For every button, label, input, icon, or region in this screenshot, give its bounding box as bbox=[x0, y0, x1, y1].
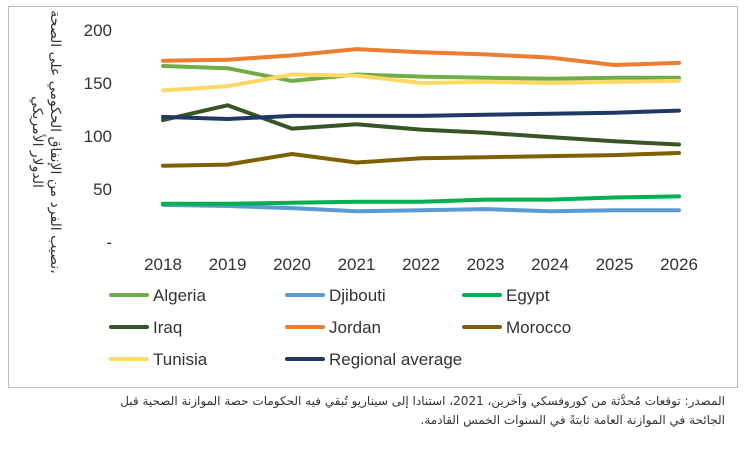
series-line-regional-average bbox=[161, 108, 681, 121]
legend-label-morocco: Morocco bbox=[506, 318, 571, 337]
legend-label-algeria: Algeria bbox=[153, 286, 206, 305]
series-line-tunisia bbox=[161, 72, 681, 93]
y-tick-label: 200 bbox=[84, 21, 112, 40]
series-lines bbox=[161, 47, 681, 214]
x-tick-label: 2024 bbox=[531, 255, 569, 274]
legend-label-jordan: Jordan bbox=[329, 318, 381, 337]
legend: Algeria Djibouti Egypt Iraq Jordan Morocco Tun… bbox=[109, 286, 571, 369]
y-tick-label: - bbox=[106, 233, 112, 252]
source-note-line-2: الجائحة في الموازنة العامة ثابتةً في الس… bbox=[420, 413, 725, 427]
chart-frame: نصيب الفرد من الإنفاق الحكومي على الصحة،… bbox=[8, 6, 738, 388]
x-tick-label: 2022 bbox=[402, 255, 440, 274]
x-tick-label: 2026 bbox=[660, 255, 698, 274]
x-axis-ticks: 2018 2019 2020 2021 2022 2023 2024 2025 2026 bbox=[144, 255, 698, 274]
series-line-iraq bbox=[161, 103, 681, 147]
y-axis-ticks: - 50 100 150 200 bbox=[84, 21, 112, 252]
y-tick-label: 50 bbox=[93, 180, 112, 199]
series-line-algeria bbox=[161, 64, 681, 83]
line-chart: نصيب الفرد من الإنفاق الحكومي على الصحة،… bbox=[29, 10, 698, 369]
legend-label-djibouti: Djibouti bbox=[329, 286, 386, 305]
source-note: المصدر: توقعات مُحدَّثة من كوروفسكي وآخر… bbox=[20, 392, 725, 430]
y-axis-label-line-2: الدولار الأمريكي bbox=[29, 96, 47, 188]
y-tick-label: 100 bbox=[84, 127, 112, 146]
x-tick-label: 2019 bbox=[209, 255, 247, 274]
series-line-morocco bbox=[161, 151, 681, 168]
legend-label-egypt: Egypt bbox=[506, 286, 550, 305]
series-line-jordan bbox=[161, 47, 681, 67]
x-tick-label: 2018 bbox=[144, 255, 182, 274]
series-line-egypt bbox=[161, 194, 681, 206]
legend-label-tunisia: Tunisia bbox=[153, 350, 208, 369]
y-axis-label-line-1: نصيب الفرد من الإنفاق الحكومي على الصحة، bbox=[47, 10, 63, 273]
x-tick-label: 2023 bbox=[467, 255, 505, 274]
x-tick-label: 2020 bbox=[273, 255, 311, 274]
y-tick-label: 150 bbox=[84, 74, 112, 93]
legend-label-iraq: Iraq bbox=[153, 318, 182, 337]
x-tick-label: 2021 bbox=[338, 255, 376, 274]
legend-label-regional-average: Regional average bbox=[329, 350, 462, 369]
series-line-djibouti bbox=[161, 202, 681, 214]
x-tick-label: 2025 bbox=[596, 255, 634, 274]
source-note-line-1: المصدر: توقعات مُحدَّثة من كوروفسكي وآخر… bbox=[120, 394, 725, 408]
